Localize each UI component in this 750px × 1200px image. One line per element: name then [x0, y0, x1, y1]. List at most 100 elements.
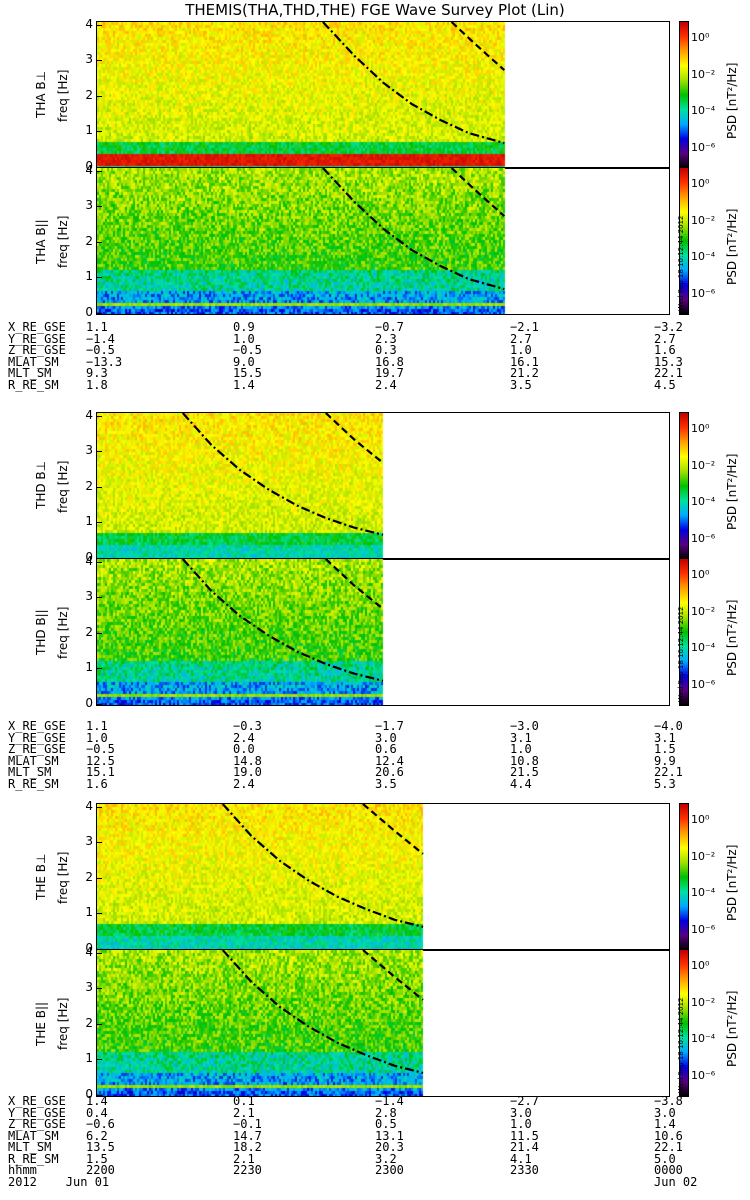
- ephemeris-value: 9.9: [654, 753, 676, 768]
- ephemeris-value: 1.0: [510, 1117, 532, 1131]
- colorbar-tick-label: 10⁻²: [691, 849, 716, 863]
- colorbar-tick-label: 10⁰: [691, 31, 710, 45]
- ephemeris-row-label: Z_RE_GSE: [8, 1117, 66, 1131]
- ephemeris-row-label: MLAT_SM: [8, 1128, 59, 1143]
- freq-tick-label: 3: [85, 834, 93, 849]
- ephemeris-value: −0.1: [233, 1117, 262, 1131]
- ephemeris-value: 2.1: [233, 1151, 255, 1166]
- dashdot-curve: [221, 804, 424, 928]
- freq-tick-label: 4: [85, 162, 93, 177]
- spectrogram-image: [97, 22, 669, 168]
- freq-tick-label: 0: [85, 305, 93, 319]
- colorbar-tick-label: 10⁻⁶: [691, 677, 716, 691]
- colorbar-tick-label: 10⁰: [691, 959, 710, 973]
- freq-tick-label: 4: [85, 16, 93, 31]
- ephemeris-value: 2230: [233, 1163, 262, 1177]
- timestamp-stamp: Wed Sep 18 10:12:44 2012: [677, 606, 685, 702]
- ephemeris-value: 1.5: [654, 742, 676, 756]
- ephemeris-row-label: MLAT_SM: [8, 354, 59, 369]
- ephemeris-row-label: Y_RE_GSE: [8, 1105, 66, 1120]
- ephemeris-value: 1.0: [233, 331, 255, 346]
- dash-curve: [325, 559, 384, 610]
- freq-tick-label: 2: [85, 869, 93, 884]
- ephemeris-value: 1.0: [510, 742, 532, 756]
- ephemeris-value: 2300: [375, 1163, 404, 1177]
- freq-tick-label: 1: [85, 514, 93, 529]
- spectrogram-image: [97, 804, 669, 950]
- spectrogram-thd-par: [96, 558, 670, 706]
- ephemeris-row-label: X_RE_GSE: [8, 320, 66, 334]
- ephemeris-value: 1.6: [86, 776, 108, 791]
- ephemeris-value: −3.8: [654, 1094, 683, 1108]
- dash-curve: [362, 950, 424, 1001]
- ephemeris-row-label: X_RE_GSE: [8, 1094, 66, 1108]
- colorbar-tick-label: 10⁻²: [691, 213, 716, 227]
- colorbar-label: PSD [nT²/Hz]: [725, 990, 739, 1067]
- freq-tick-mark: [97, 562, 102, 563]
- spectrogram-thd-perp: [96, 412, 670, 560]
- ephemeris-value: 1.0: [86, 730, 108, 745]
- freq-tick-mark: [97, 451, 102, 452]
- curve-layer: [322, 22, 506, 145]
- dashdot-curve: [181, 413, 384, 536]
- ephemeris-row-label: Z_RE_GSE: [8, 343, 66, 357]
- ephemeris-value: 1.5: [86, 1151, 108, 1166]
- freq-tick-label: 4: [85, 798, 93, 813]
- timestamp-stamp: Wed Sep 18 10:12:44 2012: [677, 997, 685, 1093]
- ephemeris-value: 21.5: [510, 765, 539, 779]
- ephemeris-value: 5.3: [654, 776, 676, 791]
- ephemeris-value: 4.4: [510, 776, 532, 791]
- colorbar-tick-label: 10⁰: [691, 813, 710, 827]
- ephemeris-value: 3.0: [375, 730, 397, 745]
- spectrogram-the-perp: [96, 803, 670, 951]
- colorbar-label: PSD [nT²/Hz]: [725, 453, 739, 530]
- colorbar-label: PSD [nT²/Hz]: [725, 62, 739, 139]
- spectrogram-the-par: [96, 949, 670, 1097]
- ephemeris-value: −2.1: [510, 320, 539, 334]
- freq-tick-mark: [97, 988, 102, 989]
- ephemeris-value: 21.2: [510, 366, 539, 380]
- ephemeris-value: 1.1: [86, 320, 108, 334]
- dash-curve: [450, 22, 506, 71]
- ephemeris-value: 21.4: [510, 1140, 539, 1154]
- ephemeris-value: 0.5: [375, 1117, 397, 1131]
- ephemeris-value: −0.3: [233, 719, 262, 733]
- colorbar-tick-label: 10⁻²: [691, 995, 716, 1009]
- freq-axis-label: freq [Hz]: [56, 69, 70, 122]
- ephemeris-value: 0.0: [233, 742, 255, 756]
- ephemeris-value: 10.8: [510, 753, 539, 768]
- ephemeris-value: 6.2: [86, 1128, 108, 1143]
- colorbar-tick-label: 10⁻⁶: [691, 140, 716, 154]
- ephemeris-value: −0.5: [86, 742, 115, 756]
- ephemeris-value: 2.4: [375, 377, 397, 392]
- freq-tick-mark: [97, 842, 102, 843]
- colorbar-tick-label: 10⁰: [691, 422, 710, 436]
- freq-tick-label: 2: [85, 478, 93, 493]
- freq-tick-label: 1: [85, 905, 93, 920]
- colorbar-tick-label: 10⁻⁴: [691, 641, 716, 655]
- ephemeris-row-label: MLT_SM: [8, 366, 52, 380]
- ephemeris-value: 4.5: [654, 377, 676, 392]
- ephemeris-value: 20.6: [375, 765, 404, 779]
- ephemeris-value: 2.8: [375, 1105, 397, 1120]
- ephemeris-value: 1.8: [86, 377, 108, 392]
- colorbar: [679, 558, 689, 706]
- curve-layer: [221, 804, 424, 928]
- freq-tick-mark: [97, 277, 102, 278]
- ephemeris-value: 5.0: [654, 1151, 676, 1166]
- freq-tick-label: 3: [85, 443, 93, 458]
- ephemeris-value: 2.4: [233, 776, 255, 791]
- ephemeris-row-label: R_RE_SM: [8, 1151, 59, 1166]
- panel-label-thd-perp: THD B⊥: [34, 460, 48, 509]
- colorbar: [679, 412, 689, 560]
- ephemeris-value: 14.8: [233, 753, 262, 768]
- ephemeris-value: 2.7: [510, 331, 532, 346]
- colorbar-tick-label: 10⁰: [691, 177, 710, 191]
- freq-tick-mark: [97, 25, 102, 26]
- ephemeris-value: 0.6: [375, 742, 397, 756]
- freq-tick-mark: [97, 878, 102, 879]
- freq-tick-label: 0: [85, 1087, 93, 1101]
- ephemeris-value: 0.1: [233, 1094, 255, 1108]
- ephemeris-row-label: R_RE_SM: [8, 377, 59, 392]
- colorbar-tick-label: 10⁻⁶: [691, 286, 716, 300]
